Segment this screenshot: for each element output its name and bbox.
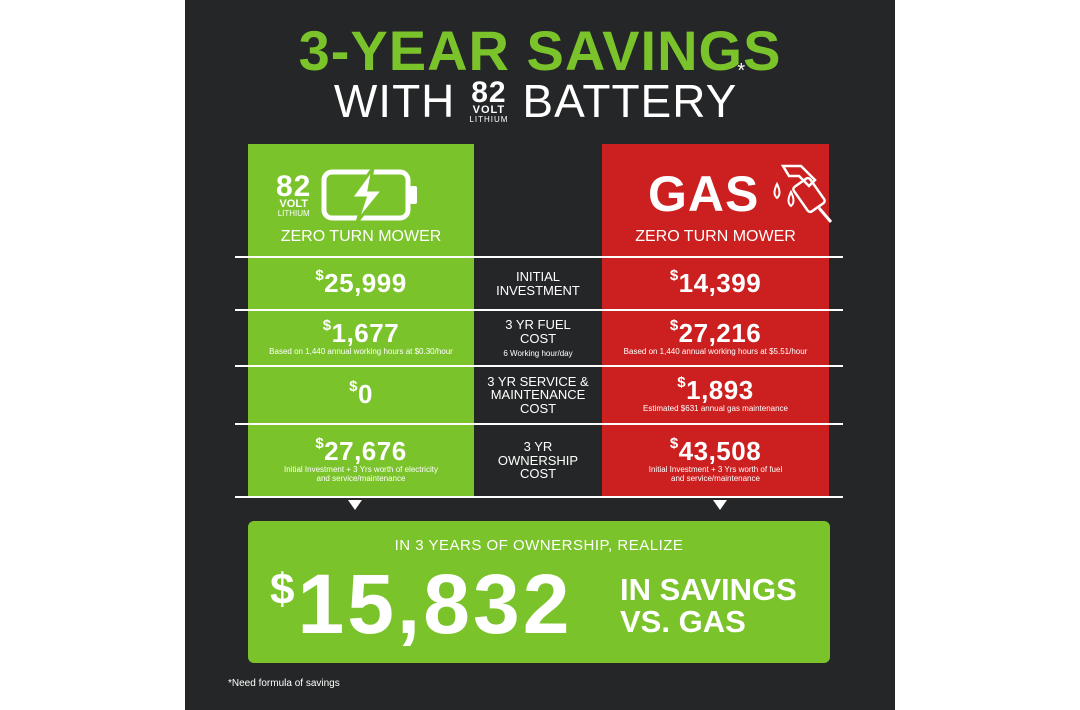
gas-subtitle: ZERO TURN MOWER (635, 228, 796, 245)
currency: $ (315, 266, 325, 284)
currency: $ (322, 316, 332, 334)
currency: $ (349, 378, 358, 396)
subtitle-end: BATTERY (522, 75, 738, 127)
subtitle: WITH 82 VOLT LITHIUM BATTERY* (185, 60, 895, 128)
brand-lithium: LITHIUM (277, 208, 310, 218)
brand-lithium: LITHIUM (469, 114, 509, 124)
savings-box (248, 521, 830, 663)
fuel-icon (773, 164, 833, 223)
amount: $0 (349, 378, 373, 410)
divider (235, 423, 843, 425)
battery-cell: $1,677 Based on 1,440 annual working hour… (248, 311, 474, 365)
savings-value: 15,832 (297, 557, 573, 651)
amount: $25,999 (315, 266, 407, 298)
gas-column: GAS ZERO TURN MOWER (602, 144, 833, 497)
pointer (348, 500, 362, 510)
battery-cell: $27,676 Initial Investment + 3 Yrs worth … (248, 425, 474, 496)
row-label-note: 6 Working hour/day (503, 348, 573, 358)
brand-logo: 82 VOLT LITHIUM (469, 75, 509, 124)
row-label-line: INITIAL (515, 268, 561, 284)
amount: $14,399 (669, 266, 762, 298)
amount-value: 25,999 (324, 267, 407, 298)
brand-number: 82 (276, 169, 312, 203)
amount-value: 27,676 (324, 435, 407, 466)
row-label-line: COST (519, 331, 557, 346)
gas-header: GAS (648, 162, 839, 226)
amount-value: 14,399 (678, 267, 762, 298)
battery-cell: $0 (248, 367, 474, 423)
battery-column: 82 VOLT LITHIUM ZERO TURN MOWER (248, 144, 474, 497)
amount: $27,676 (315, 434, 407, 466)
amount-note: and service/maintenance (316, 474, 406, 484)
gas-cell: $43,508 Initial Investment + 3 Yrs worth … (602, 425, 829, 496)
amount-value: 27,216 (678, 317, 762, 348)
amount-note: and service/maintenance (671, 474, 760, 484)
footnote-mark: * (737, 60, 747, 82)
gas-cell: $27,216 Based on 1,440 annual working hou… (602, 311, 829, 365)
pointer (713, 500, 727, 510)
row-label-line: 3 YR (523, 439, 553, 455)
amount-note: Initial Investment + 3 Yrs worth of elec… (284, 464, 438, 474)
title: 3-YEAR SAVINGS (298, 19, 782, 82)
divider (235, 309, 843, 311)
brand-number: 82 (471, 75, 507, 109)
amount-value: 1,893 (686, 374, 754, 405)
gas-title: GAS (648, 166, 760, 222)
row-label-line: 3 YR SERVICE & (487, 373, 589, 389)
amount-note: Initial Investment + 3 Yrs worth of fuel (648, 464, 783, 474)
row-label: 3 YR SERVICE & MAINTENANCE COST (474, 367, 602, 423)
amount: $43,508 (669, 434, 762, 466)
row-label-line: OWNERSHIP (497, 452, 579, 468)
row-label-line: COST (519, 466, 557, 482)
savings-tagline: IN SAVINGS VS. GAS (620, 574, 797, 637)
divider (235, 496, 843, 498)
row-label: 3 YR OWNERSHIP COST (474, 425, 602, 496)
brand-volt: VOLT (472, 103, 506, 116)
currency: $ (270, 565, 298, 614)
amount-value: 0 (357, 379, 373, 410)
subtitle-start: WITH (333, 75, 456, 127)
brand-volt: VOLT (279, 197, 308, 210)
amount: $1,677 (322, 316, 400, 348)
amount-note: Based on 1,440 annual working hours at $… (623, 347, 808, 357)
tagline-line: IN SAVINGS (620, 572, 797, 607)
currency: $ (669, 316, 679, 334)
brand-logo: 82 VOLT LITHIUM (276, 169, 312, 218)
row-label-line: MAINTENANCE (490, 387, 586, 403)
amount-note: Estimated $631 annual gas maintenance (643, 404, 788, 414)
savings-amount: $15,832 (270, 562, 572, 646)
divider (235, 365, 843, 367)
currency: $ (677, 373, 687, 391)
tagline-line: VS. GAS (620, 603, 746, 639)
battery-header: 82 VOLT LITHIUM (276, 166, 421, 224)
savings-intro: IN 3 YEARS OF OWNERSHIP, REALIZE (394, 537, 684, 554)
currency: $ (315, 434, 325, 452)
row-label-line: INVESTMENT (496, 282, 580, 298)
row-label-line: COST (519, 400, 557, 416)
amount: $1,893 (677, 373, 754, 405)
amount-value: 1,677 (331, 317, 400, 348)
row-label: INITIAL INVESTMENT (474, 258, 602, 309)
footnote: *Need formula of savings (228, 678, 340, 689)
battery-subtitle: ZERO TURN MOWER (280, 228, 442, 245)
battery-icon (321, 167, 418, 223)
gas-cell: $14,399 (602, 258, 829, 309)
gas-cell: $1,893 Estimated $631 annual gas maintena… (602, 367, 829, 423)
amount: $27,216 (669, 316, 762, 348)
row-label: 3 YR FUEL COST 6 Working hour/day (474, 311, 602, 365)
row-label-line: 3 YR FUEL (505, 317, 571, 333)
amount-note: Based on 1,440 annual working hours at $… (269, 347, 453, 357)
amount-value: 43,508 (678, 435, 762, 466)
battery-cell: $25,999 (248, 258, 474, 309)
currency: $ (669, 434, 679, 452)
divider (235, 256, 843, 258)
currency: $ (669, 266, 679, 284)
